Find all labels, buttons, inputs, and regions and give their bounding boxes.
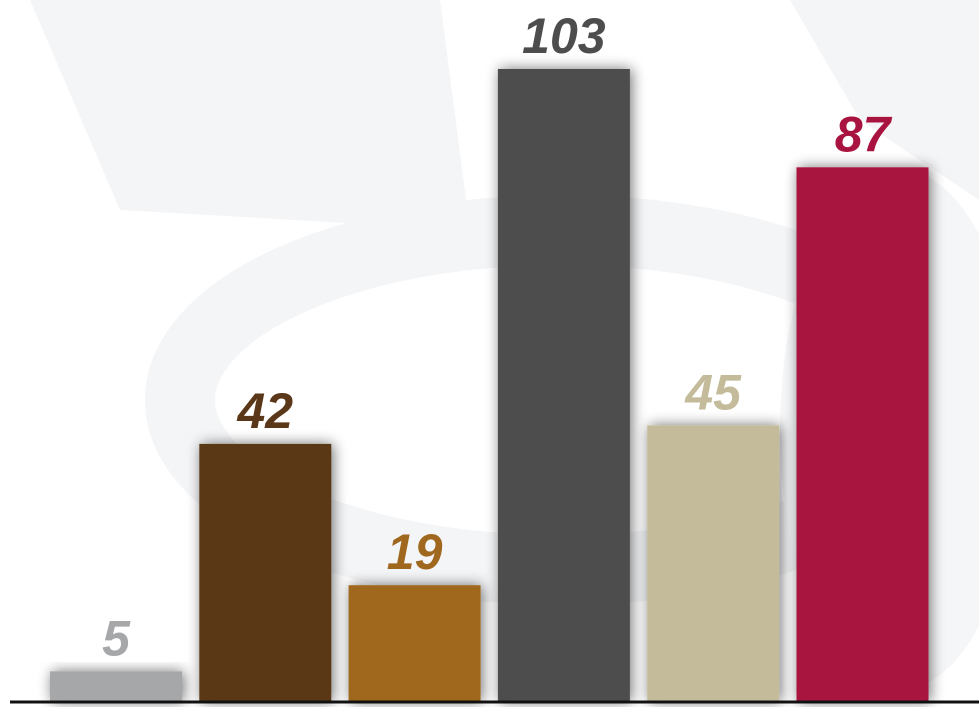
value-label-1: 42	[236, 383, 293, 439]
bar-0	[50, 671, 182, 702]
bar-5	[796, 167, 929, 703]
value-label-5: 87	[835, 106, 893, 162]
bar-1	[199, 443, 332, 702]
value-label-4: 45	[684, 364, 742, 420]
value-label-0: 5	[102, 610, 131, 666]
value-labels: 5 42 19 103 45 87	[102, 8, 892, 666]
bar-4	[647, 425, 780, 702]
bar-3	[497, 69, 630, 702]
value-label-3: 103	[522, 8, 606, 64]
value-label-2: 19	[387, 524, 443, 580]
bars	[50, 69, 929, 703]
bar-2	[348, 585, 481, 702]
